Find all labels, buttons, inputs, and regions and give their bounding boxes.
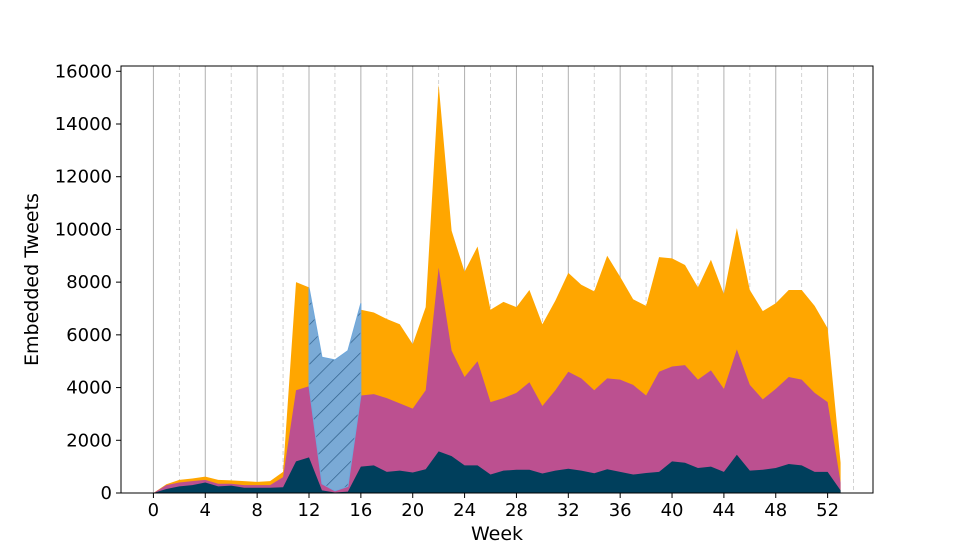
x-tick-label: 20 bbox=[401, 500, 424, 521]
y-tick-label: 12000 bbox=[55, 167, 112, 188]
y-tick-label: 0 bbox=[101, 483, 112, 504]
x-tick-label: 8 bbox=[251, 500, 262, 521]
x-tick-label: 36 bbox=[609, 500, 632, 521]
hatched-band bbox=[308, 287, 362, 492]
x-tick-label: 48 bbox=[764, 500, 787, 521]
area-series-0 bbox=[153, 451, 841, 493]
tick-layer: 0 4 8 12 16 20 24 28 32 36 40 44 48 52020004000600080… bbox=[55, 61, 839, 521]
x-tick-label: 16 bbox=[349, 500, 372, 521]
area-layer bbox=[153, 84, 841, 493]
x-tick-label: 44 bbox=[712, 500, 735, 521]
y-tick-label: 6000 bbox=[66, 325, 112, 346]
x-tick-label: 4 bbox=[200, 500, 211, 521]
x-axis-label: Week bbox=[471, 523, 523, 545]
y-tick-label: 10000 bbox=[55, 219, 112, 240]
area-series-1 bbox=[153, 267, 841, 493]
x-tick-label: 52 bbox=[816, 500, 839, 521]
x-tick-label: 32 bbox=[557, 500, 580, 521]
hatched-band-layer bbox=[308, 287, 362, 492]
x-tick-label: 40 bbox=[661, 500, 684, 521]
y-tick-label: 4000 bbox=[66, 378, 112, 399]
y-tick-label: 16000 bbox=[55, 61, 112, 82]
x-tick-label: 0 bbox=[148, 500, 159, 521]
plot-frame bbox=[120, 65, 874, 494]
y-tick-label: 14000 bbox=[55, 114, 112, 135]
y-axis-label: Embedded Tweets bbox=[21, 193, 43, 366]
x-tick-label: 28 bbox=[505, 500, 528, 521]
y-tick-label: 2000 bbox=[66, 430, 112, 451]
y-tick-label: 8000 bbox=[66, 272, 112, 293]
x-tick-label: 12 bbox=[298, 500, 321, 521]
x-tick-label: 24 bbox=[453, 500, 476, 521]
